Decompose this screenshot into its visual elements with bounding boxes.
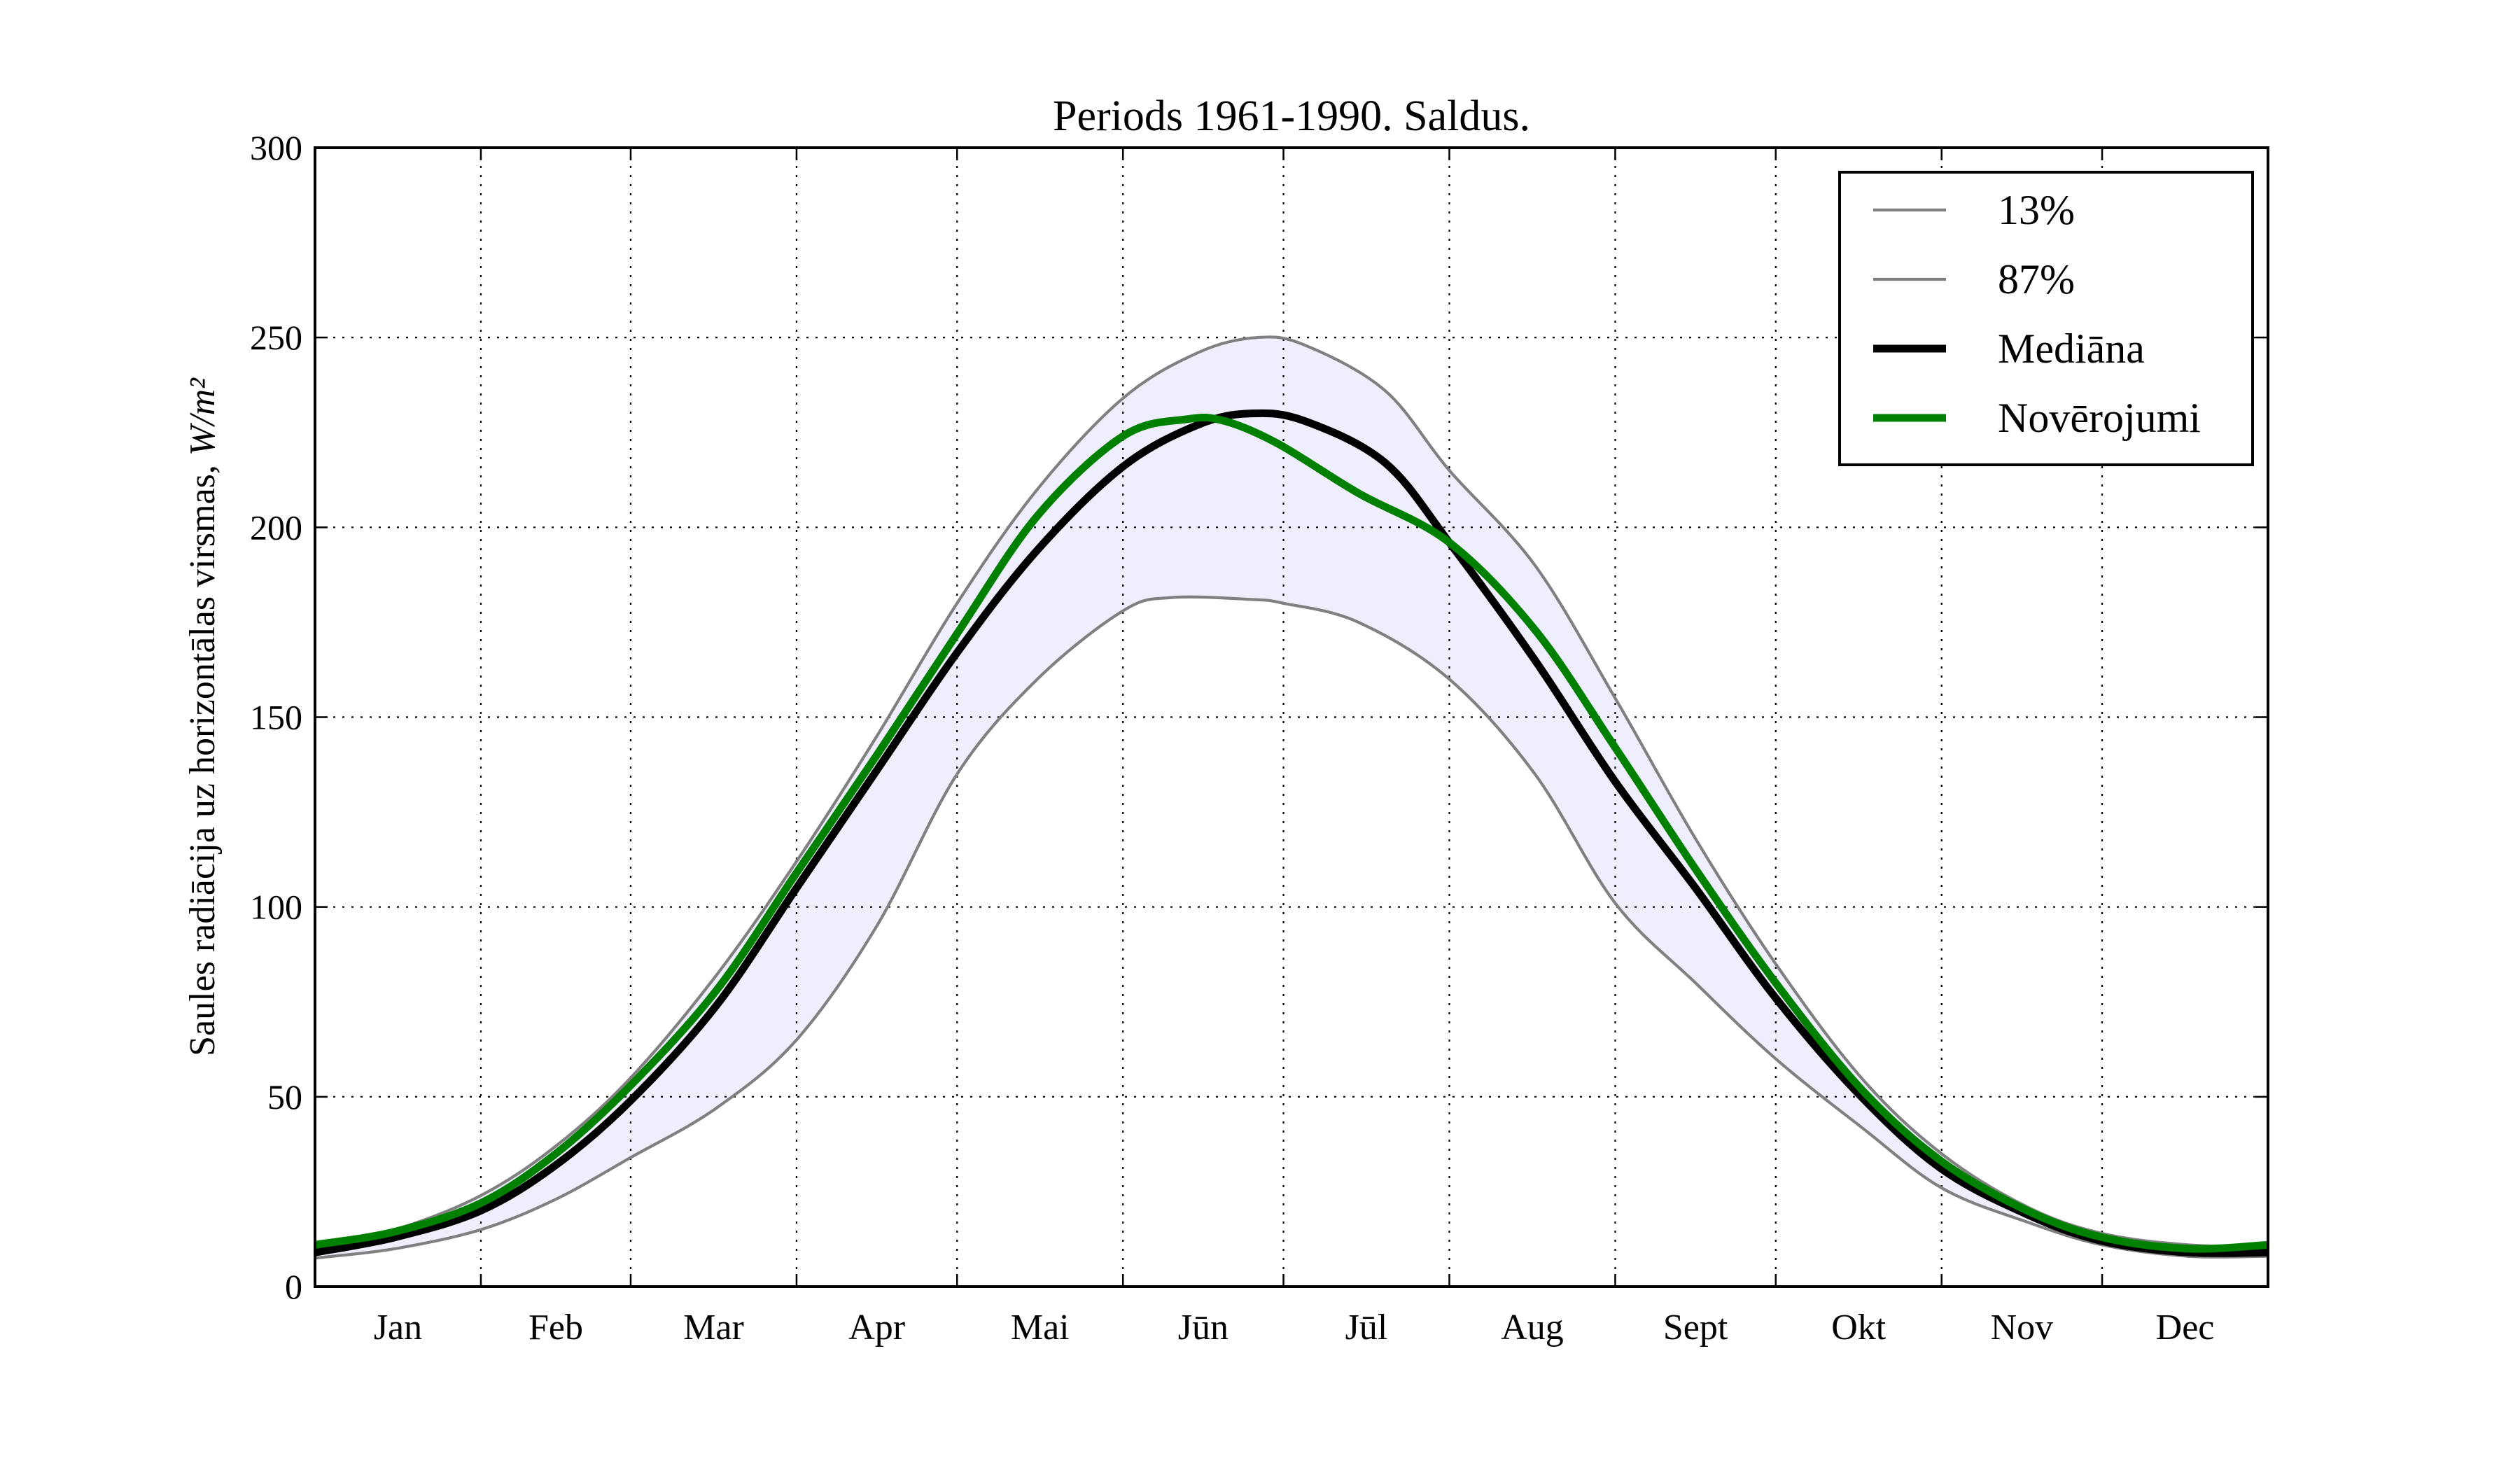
series-line-medina [314, 409, 2269, 1257]
x-tick-label: Sept [1663, 1308, 1728, 1348]
series-line-87 [314, 335, 2269, 1249]
percentile-band [315, 337, 2268, 1259]
y-tick-label: 150 [250, 698, 302, 737]
legend-label: Mediāna [1998, 326, 2145, 372]
y-tick-label: 100 [250, 888, 302, 927]
y-axis-label: Saules radiācija uz horizontālas virsmas… [183, 377, 223, 1056]
y-axis-label-text: Saules radiācija uz horizontālas virsmas… [183, 456, 223, 1056]
legend-label: Novērojumi [1998, 395, 2201, 441]
x-tick-label: Aug [1501, 1308, 1564, 1348]
x-tick-label: Dec [2156, 1308, 2215, 1348]
legend-label: 87% [1998, 256, 2075, 302]
x-tick-label: Mar [683, 1308, 744, 1348]
y-tick-label: 200 [250, 507, 302, 547]
x-tick-label: Apr [848, 1308, 905, 1348]
y-tick-label: 300 [250, 128, 302, 167]
y-tick-label: 250 [250, 318, 302, 357]
y-tick-label: 50 [267, 1077, 302, 1116]
x-tick-label: Jūl [1345, 1308, 1388, 1348]
chart-title: Periods 1961-1990. Saldus. [1053, 92, 1530, 140]
series-line-13 [314, 595, 2269, 1260]
series-lines [314, 335, 2269, 1260]
y-axis-label-unit: W/m² [183, 377, 223, 456]
legend: 13% 87% Mediāna Novērojumi [1838, 171, 2254, 466]
ticks: 0 50 100 150 200 250 300 Jan Feb Mar Apr Mai Jūn Jūl A… [250, 128, 2268, 1348]
series-line-novrojumi [314, 413, 2269, 1253]
x-tick-label: Feb [528, 1308, 583, 1348]
x-tick-label: Jan [374, 1308, 422, 1348]
legend-label: 13% [1998, 187, 2075, 233]
band-fill [315, 337, 2268, 1259]
x-tick-label: Okt [1831, 1308, 1886, 1348]
x-tick-label: Nov [1991, 1308, 2054, 1348]
y-tick-label: 0 [285, 1267, 302, 1306]
x-tick-label: Mai [1011, 1308, 1070, 1348]
x-tick-label: Jūn [1178, 1308, 1228, 1348]
